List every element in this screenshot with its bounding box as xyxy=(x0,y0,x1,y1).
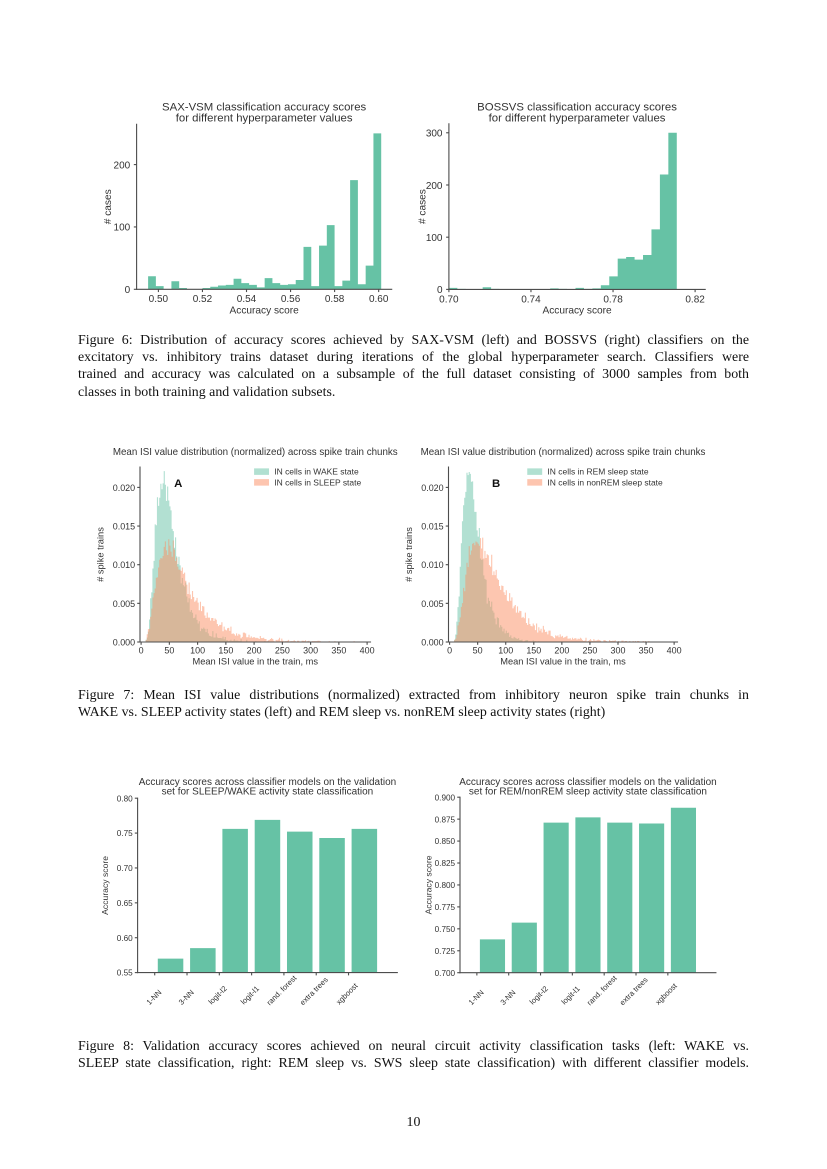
svg-text:100: 100 xyxy=(498,646,513,656)
svg-text:for different hyperparameter v: for different hyperparameter values xyxy=(176,112,353,124)
svg-text:Mean ISI value distribution (n: Mean ISI value distribution (normalized)… xyxy=(421,447,706,458)
svg-text:0.010: 0.010 xyxy=(421,560,443,570)
svg-text:0.015: 0.015 xyxy=(421,521,443,531)
svg-text:0.54: 0.54 xyxy=(237,294,257,305)
svg-text:0.900: 0.900 xyxy=(435,793,456,802)
svg-text:400: 400 xyxy=(667,646,682,656)
svg-text:0.875: 0.875 xyxy=(435,815,456,824)
svg-text:0.005: 0.005 xyxy=(113,599,135,609)
svg-text:0.000: 0.000 xyxy=(113,637,135,647)
svg-text:Mean ISI value in the train, m: Mean ISI value in the train, ms xyxy=(500,657,626,667)
svg-text:200: 200 xyxy=(554,646,569,656)
svg-text:SAX-VSM classification accurac: SAX-VSM classification accuracy scores xyxy=(162,101,366,113)
svg-text:0.52: 0.52 xyxy=(193,294,213,305)
svg-text:Accuracy score: Accuracy score xyxy=(423,855,433,914)
svg-text:150: 150 xyxy=(218,646,233,656)
svg-text:0.700: 0.700 xyxy=(435,969,456,978)
svg-text:# cases: # cases xyxy=(103,189,114,224)
svg-text:250: 250 xyxy=(582,646,597,656)
svg-text:0.56: 0.56 xyxy=(281,294,301,305)
svg-text:0.725: 0.725 xyxy=(435,947,456,956)
svg-text:0.60: 0.60 xyxy=(117,934,133,943)
svg-text:0.750: 0.750 xyxy=(435,925,456,934)
svg-text:# cases: # cases xyxy=(417,189,428,224)
svg-text:0.70: 0.70 xyxy=(117,864,133,873)
svg-text:Accuracy scores across classif: Accuracy scores across classifier models… xyxy=(459,777,716,788)
svg-text:350: 350 xyxy=(331,646,346,656)
svg-text:100: 100 xyxy=(190,646,205,656)
svg-text:0.65: 0.65 xyxy=(117,899,133,908)
svg-text:200: 200 xyxy=(247,646,262,656)
svg-text:Accuracy score: Accuracy score xyxy=(100,856,110,915)
svg-text:0.015: 0.015 xyxy=(113,521,135,531)
svg-text:300: 300 xyxy=(426,129,443,140)
svg-text:0.55: 0.55 xyxy=(117,969,133,978)
svg-text:0.80: 0.80 xyxy=(117,794,133,803)
svg-text:400: 400 xyxy=(360,646,375,656)
svg-text:set for REM/nonREM sleep activ: set for REM/nonREM sleep activity state … xyxy=(469,787,707,798)
svg-text:100: 100 xyxy=(114,223,131,234)
svg-text:0.775: 0.775 xyxy=(435,903,456,912)
svg-text:0.50: 0.50 xyxy=(149,294,169,305)
svg-text:200: 200 xyxy=(114,160,131,171)
svg-text:100: 100 xyxy=(426,233,443,244)
svg-text:Mean ISI value in the train, m: Mean ISI value in the train, ms xyxy=(192,657,318,667)
svg-text:Accuracy score: Accuracy score xyxy=(230,305,300,316)
svg-text:0.010: 0.010 xyxy=(113,560,135,570)
svg-text:set for SLEEP/WAKE activity st: set for SLEEP/WAKE activity state classi… xyxy=(162,787,374,798)
svg-text:0.74: 0.74 xyxy=(521,294,541,305)
svg-text:for different hyperparameter v: for different hyperparameter values xyxy=(489,112,666,124)
svg-text:0.60: 0.60 xyxy=(369,294,389,305)
svg-text:BOSSVS classification accuracy: BOSSVS classification accuracy scores xyxy=(477,101,677,113)
svg-text:350: 350 xyxy=(639,646,654,656)
svg-text:0.020: 0.020 xyxy=(421,483,443,493)
svg-text:250: 250 xyxy=(275,646,290,656)
svg-text:0: 0 xyxy=(139,646,144,656)
svg-text:0.020: 0.020 xyxy=(113,483,135,493)
svg-text:0.70: 0.70 xyxy=(439,294,459,305)
svg-text:50: 50 xyxy=(473,646,483,656)
svg-text:0.82: 0.82 xyxy=(685,294,705,305)
svg-text:Accuracy score: Accuracy score xyxy=(542,305,612,316)
svg-text:IN cells in WAKE state: IN cells in WAKE state xyxy=(274,467,359,477)
svg-text:150: 150 xyxy=(526,646,541,656)
svg-text:0.850: 0.850 xyxy=(435,837,456,846)
svg-text:0: 0 xyxy=(125,285,131,296)
svg-text:0.825: 0.825 xyxy=(435,859,456,868)
svg-text:0.005: 0.005 xyxy=(421,599,443,609)
svg-text:50: 50 xyxy=(164,646,174,656)
svg-text:# spike trains: # spike trains xyxy=(404,527,414,582)
svg-text:IN cells in nonREM sleep state: IN cells in nonREM sleep state xyxy=(547,477,663,487)
svg-text:0.000: 0.000 xyxy=(421,637,443,647)
svg-text:0.800: 0.800 xyxy=(435,881,456,890)
svg-text:A: A xyxy=(174,478,182,490)
svg-text:0: 0 xyxy=(447,646,452,656)
svg-text:200: 200 xyxy=(426,181,443,192)
svg-text:B: B xyxy=(492,478,500,490)
svg-text:0.78: 0.78 xyxy=(603,294,623,305)
svg-text:300: 300 xyxy=(303,646,318,656)
svg-text:0.58: 0.58 xyxy=(325,294,345,305)
svg-text:Accuracy scores across classif: Accuracy scores across classifier models… xyxy=(139,777,396,788)
svg-text:IN cells in REM sleep state: IN cells in REM sleep state xyxy=(547,467,648,477)
svg-text:0.75: 0.75 xyxy=(117,829,133,838)
svg-text:# spike trains: # spike trains xyxy=(96,527,105,582)
svg-text:0: 0 xyxy=(437,285,443,296)
svg-text:IN cells in SLEEP state: IN cells in SLEEP state xyxy=(274,477,361,487)
svg-text:Mean ISI value distribution (n: Mean ISI value distribution (normalized)… xyxy=(113,447,398,458)
svg-text:300: 300 xyxy=(611,646,626,656)
